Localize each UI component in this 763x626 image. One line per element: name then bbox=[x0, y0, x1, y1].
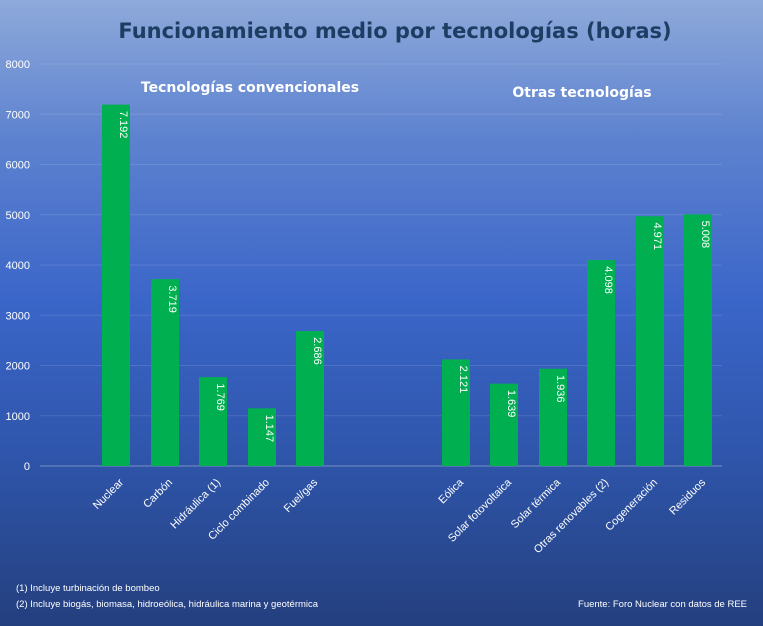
data-label: 1.639 bbox=[505, 390, 517, 418]
y-tick-label: 5000 bbox=[6, 210, 30, 222]
footnote-2: (2) Incluye biogás, biomasa, hidroeólica… bbox=[16, 599, 319, 610]
group-label-conventional: Tecnologías convencionales bbox=[141, 80, 359, 96]
x-tick-label: Fuel/gas bbox=[282, 476, 321, 515]
y-tick-label: 2000 bbox=[6, 361, 30, 373]
data-label: 3.719 bbox=[166, 285, 178, 313]
chart-title: Funcionamiento medio por tecnologías (ho… bbox=[118, 19, 671, 43]
y-tick-label: 7000 bbox=[6, 109, 30, 121]
bar bbox=[296, 331, 324, 466]
bar bbox=[248, 408, 276, 466]
x-tick-label: Hidráulica (1) bbox=[168, 477, 223, 532]
bar bbox=[636, 216, 664, 466]
x-tick-label: Residuos bbox=[667, 476, 708, 517]
bar bbox=[199, 377, 227, 466]
data-label: 7.192 bbox=[117, 111, 129, 139]
y-tick-label: 1000 bbox=[6, 411, 30, 423]
data-label: 1.769 bbox=[214, 383, 226, 411]
bar bbox=[684, 214, 712, 466]
bars: 7.192 3.719 1.769 1.147 2.686 2.121 1.639 1.936… bbox=[102, 104, 712, 467]
x-tick-label: Carbón bbox=[141, 477, 175, 511]
y-tick-label: 3000 bbox=[6, 310, 30, 322]
group-label-other: Otras tecnologías bbox=[512, 85, 651, 101]
data-label: 4.098 bbox=[602, 266, 614, 294]
y-tick-label: 0 bbox=[24, 461, 30, 473]
bar bbox=[587, 260, 615, 466]
x-tick-label: Eólica bbox=[436, 476, 466, 506]
footnote-1: (1) Incluye turbinación de bombeo bbox=[16, 583, 160, 594]
bar bbox=[490, 383, 518, 466]
data-label: 5.008 bbox=[699, 221, 711, 249]
x-tick-label: Nuclear bbox=[91, 476, 127, 512]
bar bbox=[102, 104, 130, 467]
data-label: 1.936 bbox=[554, 375, 566, 403]
source-note: Fuente: Foro Nuclear con datos de REE bbox=[578, 599, 747, 610]
data-label: 1.147 bbox=[263, 415, 275, 443]
data-label: 4.971 bbox=[651, 222, 663, 250]
y-tick-label: 6000 bbox=[6, 160, 30, 172]
x-tick-label: Cogeneración bbox=[603, 477, 660, 534]
data-label: 2.121 bbox=[457, 366, 469, 394]
y-axis: 0 1000 2000 3000 4000 5000 6000 7000 8000 bbox=[6, 59, 30, 473]
y-tick-label: 8000 bbox=[6, 59, 30, 71]
bar bbox=[151, 279, 179, 466]
y-tick-label: 4000 bbox=[6, 260, 30, 272]
gridlines bbox=[40, 63, 722, 467]
bar bbox=[539, 368, 567, 466]
bar bbox=[442, 359, 470, 466]
data-label: 2.686 bbox=[311, 337, 323, 365]
